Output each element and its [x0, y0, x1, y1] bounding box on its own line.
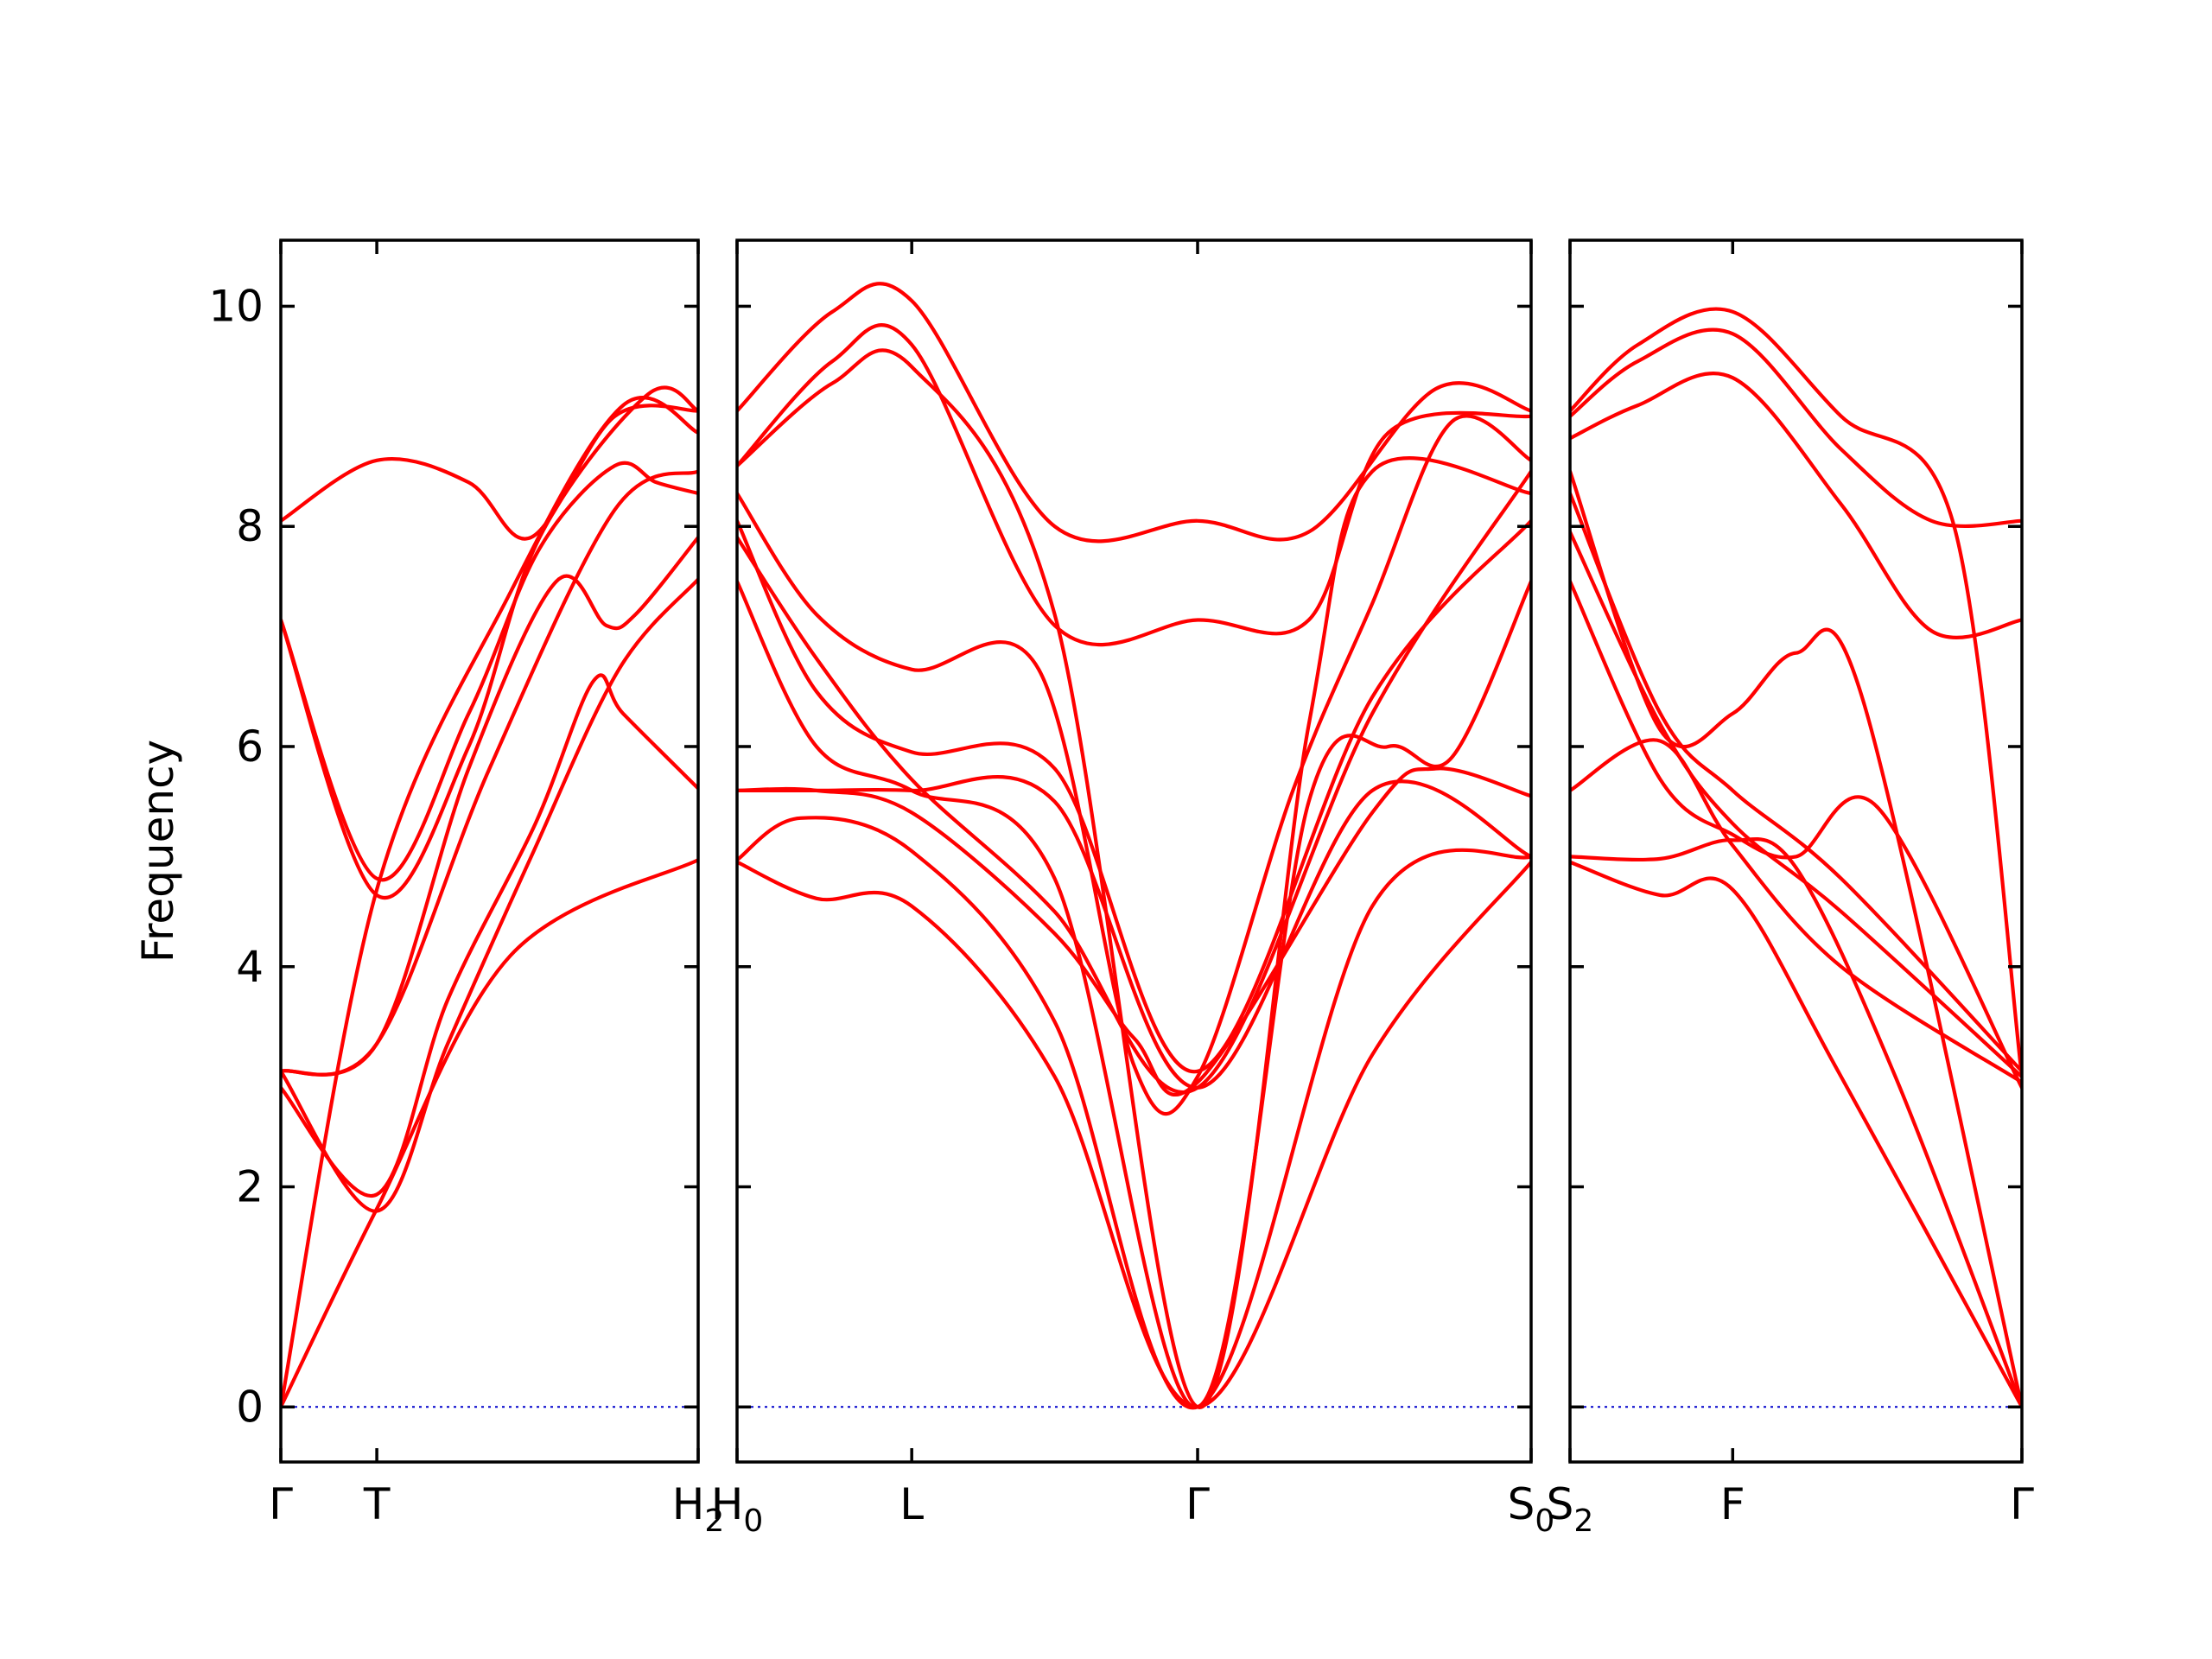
bands — [737, 282, 1531, 1410]
x-tick-label: F — [1720, 1479, 1745, 1529]
y-tick-label: 0 — [236, 1382, 264, 1432]
bands — [1570, 307, 2022, 1409]
band-line — [1570, 836, 2022, 1409]
band-line — [1570, 469, 2022, 1409]
band-line — [737, 469, 1531, 1095]
band-line — [737, 774, 1531, 1090]
y-tick-label: 8 — [236, 501, 264, 551]
band-line — [1570, 327, 2022, 528]
band-line — [1570, 738, 2022, 1084]
band-line — [281, 404, 698, 541]
band-line — [281, 461, 698, 882]
band-panel: S2 F Γ — [1547, 238, 2034, 1539]
panel-frame — [279, 238, 700, 1464]
band-panel: H0 L Γ S0 — [711, 238, 1554, 1539]
band-line — [1570, 860, 2022, 1409]
y-tick-label: 4 — [236, 942, 264, 992]
x-tick-label: Γ — [269, 1479, 293, 1529]
x-tick-label: T — [363, 1479, 391, 1529]
band-line — [737, 282, 1531, 543]
band-line — [737, 414, 1531, 1116]
y-tick-label: 10 — [208, 281, 264, 331]
bands — [281, 385, 698, 1409]
y-tick-label: 2 — [236, 1162, 264, 1212]
y-tick-labels: 0 2 4 6 8 10 — [208, 281, 264, 1432]
panel-frame — [735, 238, 1533, 1464]
band-line — [281, 396, 698, 1409]
band-line — [1570, 372, 2022, 639]
band-line — [281, 577, 698, 1213]
band-line — [737, 323, 1531, 647]
band-panel: Γ T H2 — [269, 238, 724, 1539]
band-line — [737, 518, 1531, 1073]
band-line — [281, 673, 698, 1198]
band-line — [737, 816, 1531, 1410]
band-line — [1570, 307, 2022, 1079]
x-tick-label: Γ — [1185, 1479, 1210, 1529]
y-tick-label: 6 — [236, 721, 264, 772]
band-line — [737, 348, 1531, 1409]
x-tick-label: Γ — [2010, 1479, 2034, 1529]
panel-frame — [1568, 238, 2024, 1464]
band-line — [281, 858, 698, 1409]
band-line — [281, 535, 698, 1077]
band-line — [1570, 530, 2022, 1079]
band-line — [737, 766, 1531, 1097]
band-line — [1570, 491, 2022, 1073]
band-line — [1570, 579, 2022, 1090]
y-axis-label: Frequency — [133, 740, 183, 963]
band-line — [737, 860, 1531, 1409]
x-tick-label: L — [899, 1479, 924, 1529]
band-line — [281, 385, 698, 899]
